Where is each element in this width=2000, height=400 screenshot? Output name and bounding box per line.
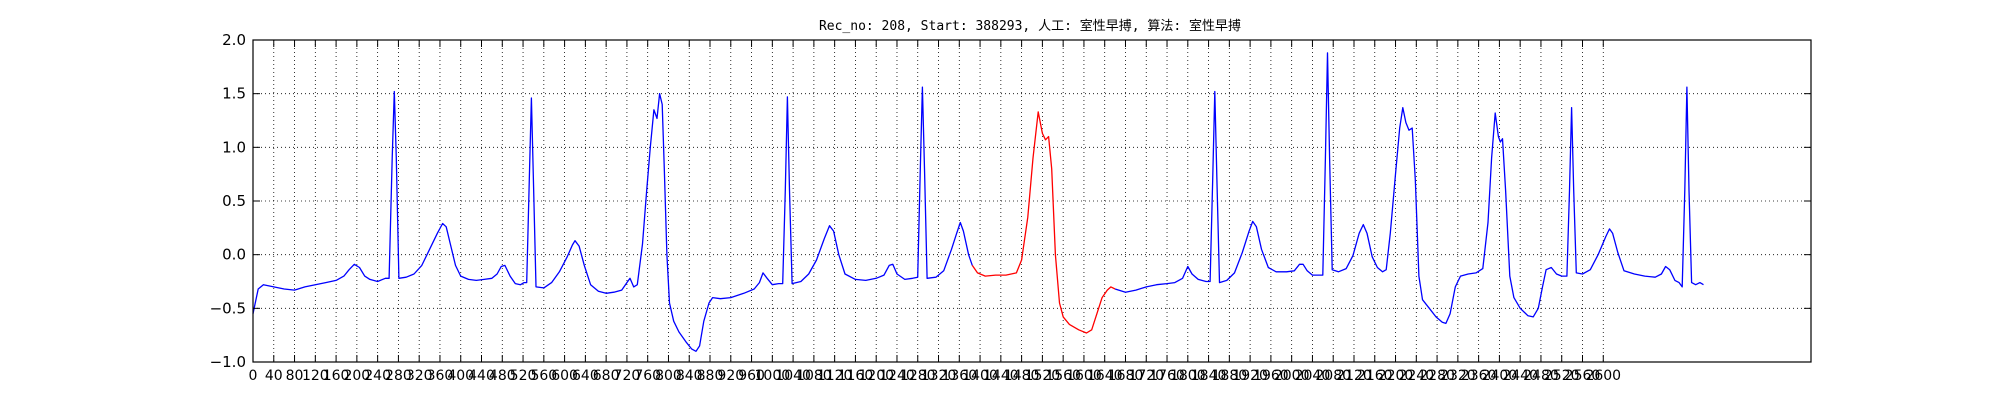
x-tick-label: 480 bbox=[489, 368, 516, 384]
y-tick-label: 2.0 bbox=[222, 31, 246, 49]
x-tick-label: 400 bbox=[447, 368, 474, 384]
chart-title: Rec_no: 208, Start: 388293, 人工: 室性早搏, 算法… bbox=[819, 18, 1241, 34]
x-tick-label: 1120 bbox=[817, 368, 853, 384]
series-line-2 bbox=[971, 111, 1116, 334]
x-tick-label: 520 bbox=[510, 368, 537, 384]
x-tick-label: 1880 bbox=[1212, 368, 1248, 384]
x-tick-label: 120 bbox=[302, 368, 329, 384]
x-axis: 0 40 8012016020024028032036040044048052056… bbox=[249, 40, 1621, 384]
x-tick-label: 1440 bbox=[983, 368, 1019, 384]
x-tick-label: 200 bbox=[343, 368, 370, 384]
x-tick-label: 1640 bbox=[1087, 368, 1123, 384]
x-tick-label: 2280 bbox=[1419, 368, 1455, 384]
x-tick-label: 1320 bbox=[921, 368, 957, 384]
x-tick-label: 1040 bbox=[775, 368, 811, 384]
x-tick-label: 80 bbox=[286, 368, 304, 384]
x-tick-label: 1920 bbox=[1232, 368, 1268, 384]
x-tick-label: 1720 bbox=[1128, 368, 1164, 384]
x-tick-label: 2080 bbox=[1315, 368, 1351, 384]
x-tick-label: 2040 bbox=[1295, 368, 1331, 384]
x-tick-label: 2560 bbox=[1565, 368, 1601, 384]
x-tick-label: 760 bbox=[634, 368, 661, 384]
x-tick-label: 1760 bbox=[1149, 368, 1185, 384]
x-tick-label: 2160 bbox=[1357, 368, 1393, 384]
x-tick-label: 2400 bbox=[1482, 368, 1518, 384]
x-tick-label: 1160 bbox=[838, 368, 874, 384]
series-line-1 bbox=[252, 86, 973, 352]
x-tick-label: 1480 bbox=[1004, 368, 1040, 384]
x-tick-label: 40 bbox=[265, 368, 283, 384]
y-tick-label: −0.5 bbox=[210, 299, 246, 317]
y-tick-label: 0.0 bbox=[222, 246, 246, 264]
y-tick-label: 1.0 bbox=[222, 138, 246, 156]
x-tick-label: 1960 bbox=[1253, 368, 1289, 384]
x-tick-label: 880 bbox=[697, 368, 724, 384]
y-tick-label: −1.0 bbox=[210, 353, 246, 371]
x-tick-label: 1520 bbox=[1025, 368, 1061, 384]
x-tick-label: 360 bbox=[427, 368, 454, 384]
x-tick-label: 720 bbox=[614, 368, 641, 384]
x-tick-label: 160 bbox=[323, 368, 350, 384]
x-tick-label: 680 bbox=[593, 368, 620, 384]
x-tick-label: 1200 bbox=[858, 368, 894, 384]
x-tick-label: 2240 bbox=[1398, 368, 1434, 384]
x-tick-label: 1360 bbox=[941, 368, 977, 384]
x-tick-label: 280 bbox=[385, 368, 412, 384]
x-tick-label: 2120 bbox=[1336, 368, 1372, 384]
x-tick-label: 2520 bbox=[1544, 368, 1580, 384]
series-group bbox=[252, 52, 1704, 352]
x-tick-label: 2440 bbox=[1502, 368, 1538, 384]
x-tick-label: 800 bbox=[655, 368, 682, 384]
x-tick-label: 1800 bbox=[1170, 368, 1206, 384]
x-tick-label: 920 bbox=[717, 368, 744, 384]
grid-lines bbox=[252, 39, 1811, 363]
x-tick-label: 1560 bbox=[1045, 368, 1081, 384]
x-tick-label: 840 bbox=[676, 368, 703, 384]
x-tick-label: 640 bbox=[572, 368, 599, 384]
series-line-3 bbox=[1114, 52, 1704, 325]
x-tick-label: 2600 bbox=[1585, 368, 1621, 384]
x-tick-label: 320 bbox=[406, 368, 433, 384]
y-axis: −1.0 −0.5 0.0 0.5 1.0 1.5 2.0 bbox=[210, 31, 1811, 371]
x-tick-label: 1240 bbox=[879, 368, 915, 384]
x-tick-label: 1840 bbox=[1191, 368, 1227, 384]
x-tick-label: 240 bbox=[364, 368, 391, 384]
x-tick-label: 2000 bbox=[1274, 368, 1310, 384]
x-tick-label: 2360 bbox=[1461, 368, 1497, 384]
y-tick-label: 1.5 bbox=[222, 85, 246, 103]
x-tick-label: 1400 bbox=[962, 368, 998, 384]
x-tick-label: 2480 bbox=[1523, 368, 1559, 384]
x-tick-label: 1080 bbox=[796, 368, 832, 384]
x-tick-label: 560 bbox=[530, 368, 557, 384]
x-tick-label: 600 bbox=[551, 368, 578, 384]
x-tick-label: 440 bbox=[468, 368, 495, 384]
x-tick-label: 1000 bbox=[755, 368, 791, 384]
x-tick-label: 960 bbox=[738, 368, 765, 384]
x-tick-label: 1680 bbox=[1108, 368, 1144, 384]
y-tick-label: 0.5 bbox=[222, 192, 246, 210]
x-tick-label: 1600 bbox=[1066, 368, 1102, 384]
x-tick-label: 2320 bbox=[1440, 368, 1476, 384]
x-tick-label: 2200 bbox=[1378, 368, 1414, 384]
x-tick-label: 1280 bbox=[900, 368, 936, 384]
x-tick-label: 0 bbox=[249, 368, 258, 384]
